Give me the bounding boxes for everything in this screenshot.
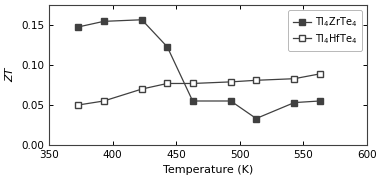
Tl$_4$ZrTe$_4$ [254,117,259,120]
Legend: Tl$_4$ZrTe$_4$, Tl$_4$HfTe$_4$: Tl$_4$ZrTe$_4$, Tl$_4$HfTe$_4$ [288,10,362,50]
Tl$_4$ZrTe$_4$ [139,19,144,21]
Tl$_4$ZrTe$_4$ [191,100,195,102]
Tl$_4$HfTe$_4$ [101,100,106,102]
Tl$_4$ZrTe$_4$ [101,20,106,22]
Tl$_4$HfTe$_4$ [139,88,144,90]
Tl$_4$HfTe$_4$ [254,79,259,81]
Line: Tl$_4$ZrTe$_4$: Tl$_4$ZrTe$_4$ [75,17,323,122]
Tl$_4$HfTe$_4$ [292,78,296,80]
Tl$_4$ZrTe$_4$ [76,26,81,28]
Tl$_4$ZrTe$_4$ [165,46,169,48]
Line: Tl$_4$HfTe$_4$: Tl$_4$HfTe$_4$ [75,71,323,108]
Tl$_4$HfTe$_4$ [228,81,233,83]
Tl$_4$HfTe$_4$ [318,73,322,75]
Tl$_4$ZrTe$_4$ [292,102,296,104]
Tl$_4$ZrTe$_4$ [318,100,322,102]
Tl$_4$HfTe$_4$ [76,104,81,106]
Tl$_4$ZrTe$_4$ [228,100,233,102]
Y-axis label: ZT: ZT [6,68,15,82]
Tl$_4$HfTe$_4$ [191,82,195,85]
Tl$_4$HfTe$_4$ [165,82,169,85]
X-axis label: Temperature (K): Temperature (K) [163,165,253,175]
